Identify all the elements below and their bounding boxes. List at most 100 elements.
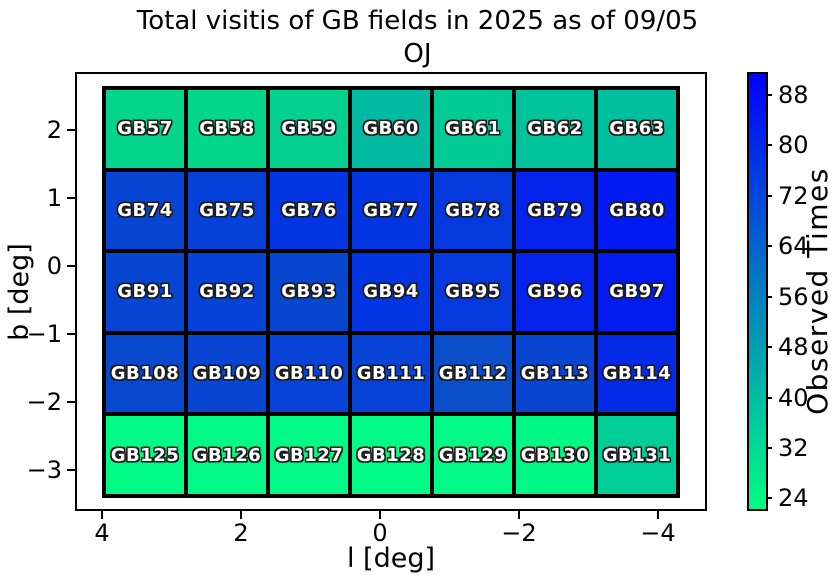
- field-cell-GB129: GB129: [432, 414, 514, 496]
- field-cell-GB97: GB97: [596, 251, 678, 333]
- y-tick-label: 2: [46, 116, 62, 144]
- field-cell-label: GB114: [602, 363, 672, 385]
- field-cell-label: GB79: [527, 199, 583, 221]
- field-cell-label: GB97: [609, 281, 665, 303]
- field-cell-GB91: GB91: [104, 251, 186, 333]
- x-tick-label: −2: [501, 519, 537, 547]
- field-cell-label: GB57: [117, 118, 173, 140]
- figure-title: Total visitis of GB fields in 2025 as of…: [136, 6, 699, 36]
- field-cell-label: GB63: [609, 118, 665, 140]
- field-cell-GB125: GB125: [104, 414, 186, 496]
- colorbar-tick-label: 56: [778, 283, 809, 311]
- x-tick-mark: [657, 511, 659, 519]
- colorbar-tick-label: 48: [778, 333, 809, 361]
- field-cell-label: GB113: [520, 363, 590, 385]
- field-cell-GB78: GB78: [432, 169, 514, 252]
- field-cell-GB112: GB112: [432, 332, 514, 415]
- colorbar-tick-mark: [766, 447, 772, 449]
- field-cell-GB79: GB79: [514, 169, 596, 252]
- colorbar-tick-mark: [766, 245, 772, 247]
- x-tick-label: 0: [372, 519, 388, 547]
- field-cell-GB75: GB75: [186, 169, 268, 252]
- x-axis-label: l [deg]: [346, 543, 436, 574]
- field-cell-GB95: GB95: [432, 251, 514, 333]
- field-cell-label: GB96: [527, 281, 583, 303]
- field-cell-label: GB130: [520, 444, 590, 466]
- colorbar-tick-label: 40: [778, 384, 809, 412]
- field-cell-GB74: GB74: [104, 169, 186, 252]
- field-cell-GB111: GB111: [350, 332, 432, 415]
- field-cell-GB96: GB96: [514, 251, 596, 333]
- colorbar-tick-mark: [766, 94, 772, 96]
- field-cell-GB93: GB93: [268, 251, 350, 333]
- field-cell-GB92: GB92: [186, 251, 268, 333]
- colorbar-gradient: [749, 74, 766, 509]
- field-cell-label: GB126: [192, 444, 262, 466]
- field-cell-label: GB109: [192, 363, 262, 385]
- field-cell-label: GB111: [356, 363, 426, 385]
- y-tick-label: −2: [26, 388, 62, 416]
- field-cell-label: GB77: [363, 199, 419, 221]
- field-cell-label: GB80: [609, 199, 665, 221]
- colorbar-tick-label: 88: [778, 81, 809, 109]
- field-cell-GB108: GB108: [104, 332, 186, 415]
- field-cell-GB94: GB94: [350, 251, 432, 333]
- plot-area: GB57 GB58 GB59 GB60 GB61 GB62 GB63 GB74 GB75 GB76…: [75, 72, 707, 511]
- colorbar-tick-mark: [766, 195, 772, 197]
- field-cell-GB76: GB76: [268, 169, 350, 252]
- field-cell-label: GB76: [281, 199, 337, 221]
- field-cell-GB128: GB128: [350, 414, 432, 496]
- y-tick-mark: [67, 129, 75, 131]
- field-cell-label: GB61: [445, 118, 501, 140]
- x-tick-label: 2: [233, 519, 249, 547]
- x-tick-label: −4: [640, 519, 676, 547]
- field-cell-label: GB92: [199, 281, 255, 303]
- field-cell-GB63: GB63: [596, 88, 678, 170]
- colorbar: [747, 72, 768, 511]
- field-grid: GB57 GB58 GB59 GB60 GB61 GB62 GB63 GB74 GB75 GB76…: [102, 86, 680, 498]
- colorbar-tick-mark: [766, 144, 772, 146]
- field-cell-GB130: GB130: [514, 414, 596, 496]
- field-cell-label: GB128: [356, 444, 426, 466]
- y-tick-mark: [67, 401, 75, 403]
- field-cell-label: GB95: [445, 281, 501, 303]
- field-cell-label: GB127: [274, 444, 344, 466]
- field-cell-GB80: GB80: [596, 169, 678, 252]
- y-axis-label: b [deg]: [4, 243, 35, 341]
- field-cell-label: GB93: [281, 281, 337, 303]
- x-tick-mark: [518, 511, 520, 519]
- field-cell-GB59: GB59: [268, 88, 350, 170]
- field-cell-label: GB94: [363, 281, 419, 303]
- colorbar-tick-label: 32: [778, 434, 809, 462]
- field-cell-GB114: GB114: [596, 332, 678, 415]
- colorbar-tick-mark: [766, 346, 772, 348]
- field-cell-label: GB108: [110, 363, 180, 385]
- x-tick-mark: [101, 511, 103, 519]
- colorbar-tick-mark: [766, 397, 772, 399]
- y-tick-mark: [67, 469, 75, 471]
- x-tick-label: 4: [94, 519, 110, 547]
- field-cell-GB60: GB60: [350, 88, 432, 170]
- y-tick-mark: [67, 333, 75, 335]
- y-tick-label: −3: [26, 456, 62, 484]
- x-tick-mark: [379, 511, 381, 519]
- y-tick-label: −1: [26, 320, 62, 348]
- colorbar-label: Observed Times: [801, 167, 834, 415]
- field-cell-label: GB112: [438, 363, 508, 385]
- field-cell-GB61: GB61: [432, 88, 514, 170]
- colorbar-tick-mark: [766, 296, 772, 298]
- field-cell-GB113: GB113: [514, 332, 596, 415]
- field-cell-GB131: GB131: [596, 414, 678, 496]
- y-tick-mark: [67, 197, 75, 199]
- field-cell-label: GB59: [281, 118, 337, 140]
- colorbar-tick-label: 72: [778, 182, 809, 210]
- field-cell-label: GB60: [363, 118, 419, 140]
- colorbar-tick-label: 64: [778, 232, 809, 260]
- field-cell-GB127: GB127: [268, 414, 350, 496]
- figure-subtitle: OJ: [403, 39, 432, 69]
- field-cell-GB109: GB109: [186, 332, 268, 415]
- field-cell-label: GB58: [199, 118, 255, 140]
- field-cell-label: GB110: [274, 363, 344, 385]
- field-cell-label: GB129: [438, 444, 508, 466]
